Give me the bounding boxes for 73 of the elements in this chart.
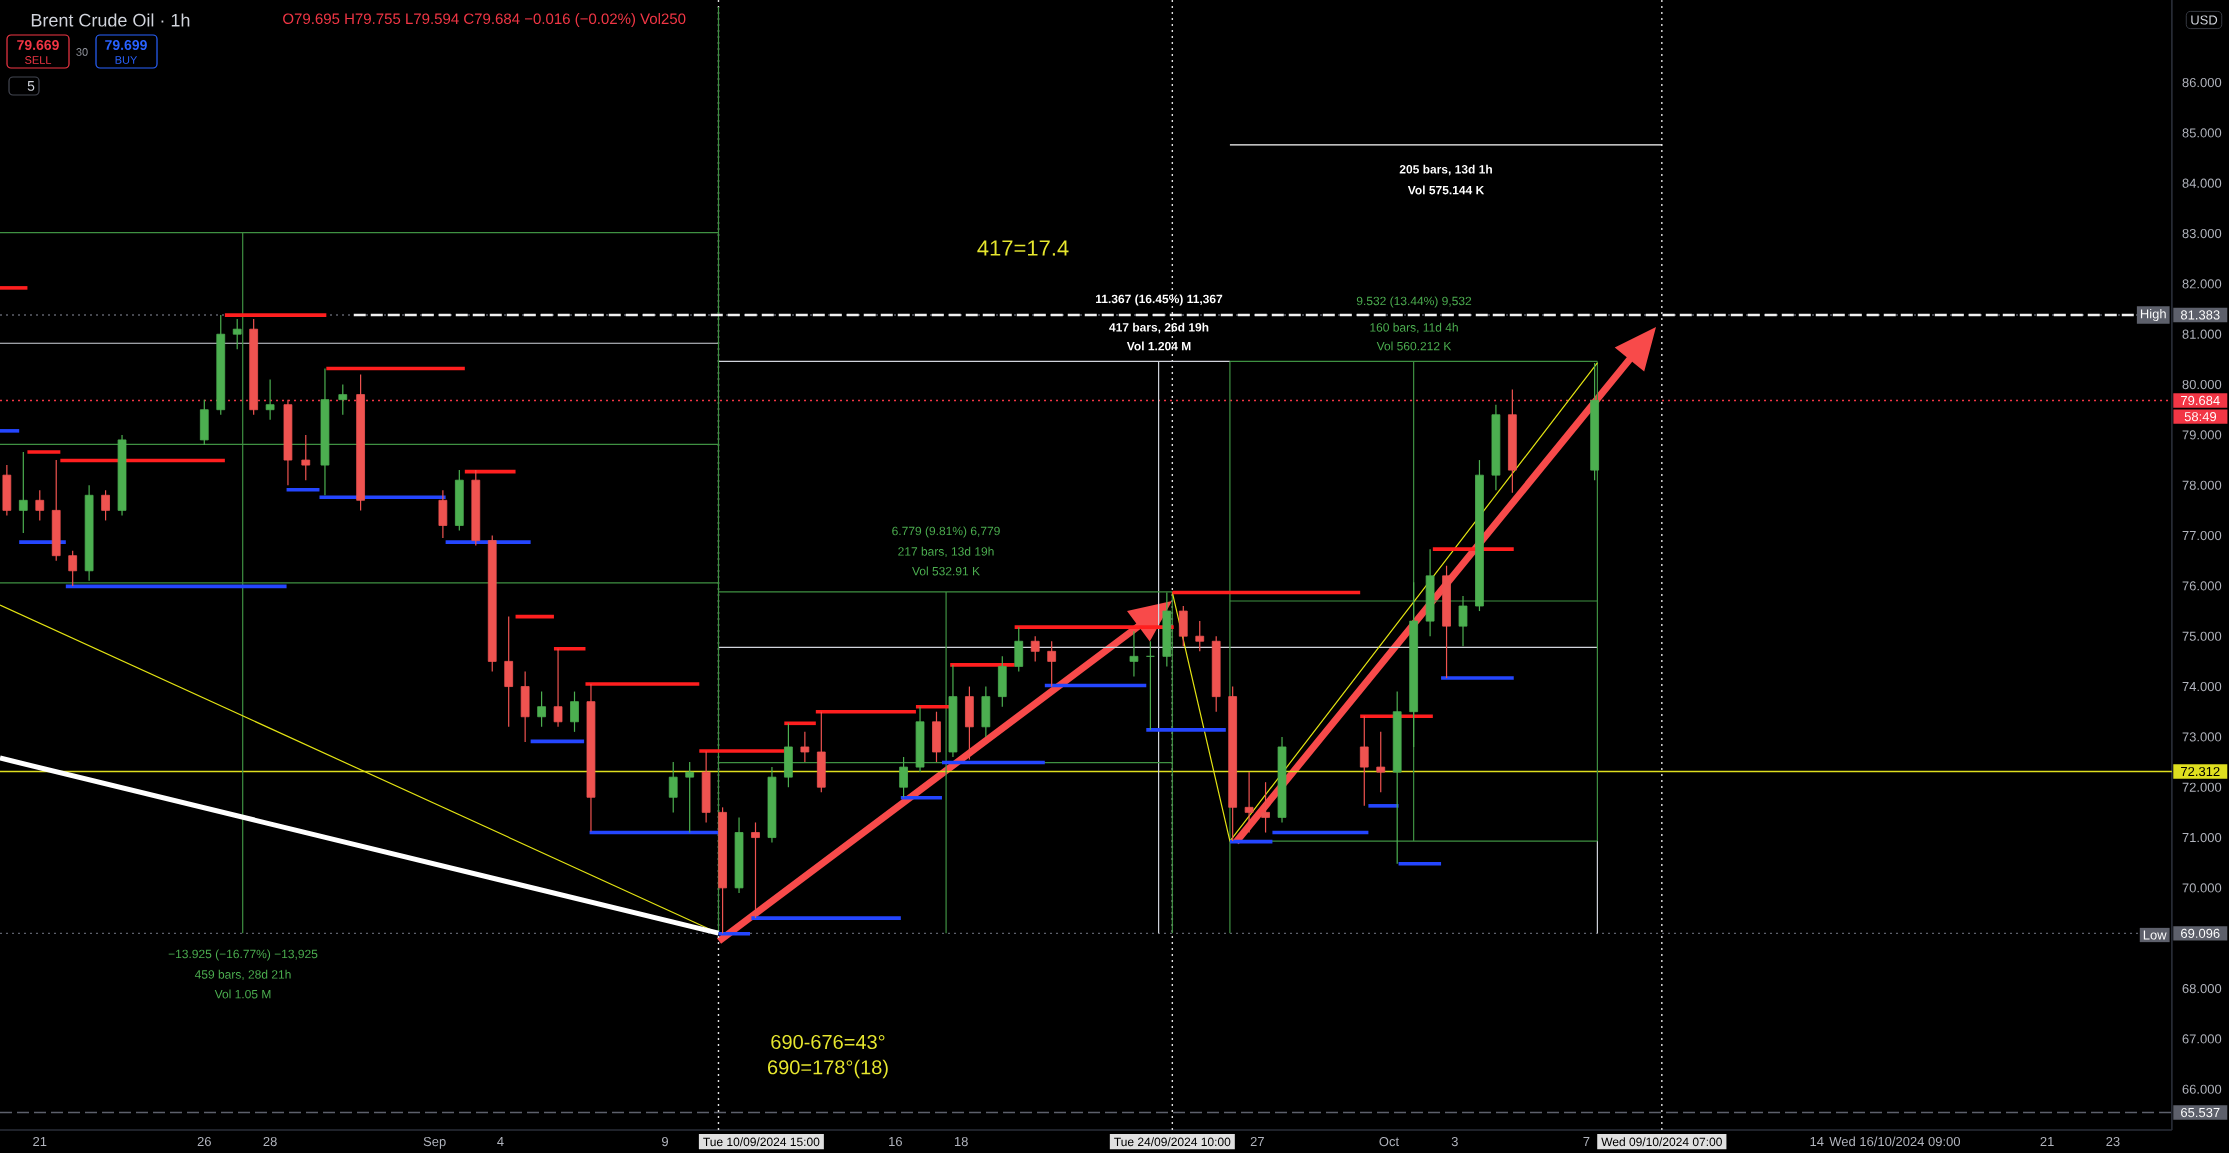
x-tick-label: 28 bbox=[263, 1136, 277, 1147]
y-tick-label: 80.000 bbox=[2182, 379, 2222, 390]
x-tick-label: 16 bbox=[889, 1136, 902, 1147]
y-tick-label: 74.000 bbox=[2182, 681, 2222, 692]
x-tick-label: Wed 16/10/2024 09:00 bbox=[1829, 1136, 1961, 1147]
x-tick-label: 18 bbox=[954, 1136, 968, 1147]
x-tick-label: 3 bbox=[1451, 1136, 1458, 1147]
x-tick-label: 27 bbox=[1250, 1136, 1264, 1146]
ref-line-label: 81.383 bbox=[2180, 310, 2220, 320]
annotation: 690-676=43° bbox=[771, 1034, 885, 1050]
annotation: 9.532 (13.44%) 9,532 bbox=[1356, 296, 1472, 308]
x-tick-label: 14 bbox=[1810, 1137, 1824, 1146]
x-tick-label: 9 bbox=[661, 1136, 669, 1147]
x-tick-label: 4 bbox=[497, 1137, 504, 1146]
y-tick-label: 67.000 bbox=[2182, 1034, 2222, 1044]
ref-line-label: Tue 10/09/2024 15:00 bbox=[703, 1137, 820, 1147]
y-axis-title: USD bbox=[2191, 15, 2218, 25]
annotation: 160 bars, 11d 4h bbox=[1370, 322, 1458, 334]
y-tick-label: 66.000 bbox=[2182, 1084, 2222, 1094]
y-tick-label: 70.000 bbox=[2182, 883, 2222, 893]
annotation: 6.779 (9.81%) 6,779 bbox=[892, 526, 1000, 538]
y-tick-label: 71.000 bbox=[2182, 832, 2222, 843]
annotation: Low bbox=[2143, 930, 2167, 940]
annotation: Vol 1.05 M bbox=[214, 989, 271, 999]
y-tick-label: 75.000 bbox=[2182, 631, 2222, 641]
x-tick-label: Oct bbox=[1379, 1136, 1399, 1147]
annotation: 459 bars, 28d 21h bbox=[194, 969, 291, 981]
y-tick-label: 85.000 bbox=[2182, 128, 2222, 138]
annotation: −13.925 (−16.77%) −13,925 bbox=[168, 949, 318, 961]
annotation: Vol 1.204 M bbox=[1126, 341, 1191, 351]
y-tick-label: 82.000 bbox=[2182, 279, 2222, 289]
annotation: Vol 532.91 K bbox=[912, 566, 980, 576]
annotation: 79.669 bbox=[17, 40, 59, 50]
y-tick-label: 79.000 bbox=[2182, 430, 2222, 440]
y-tick-label: 81.000 bbox=[2182, 329, 2222, 339]
y-tick-label: 77.000 bbox=[2182, 530, 2222, 541]
y-tick-label: 72.000 bbox=[2182, 782, 2222, 792]
annotation: 30 bbox=[76, 48, 88, 56]
annotation: 205 bars, 13d 1h bbox=[1399, 164, 1492, 176]
annotation: SELL bbox=[25, 56, 52, 64]
text: 58:49 bbox=[2184, 412, 2217, 422]
ref-line-label: 65.537 bbox=[2181, 1107, 2220, 1118]
ref-line-label: 79.684 bbox=[2181, 395, 2220, 406]
text: Brent Crude Oil · 1h bbox=[31, 13, 190, 27]
x-tick-label: Sep bbox=[423, 1136, 446, 1149]
annotation: 79.699 bbox=[105, 40, 147, 50]
ref-line-label: 72.312 bbox=[2181, 766, 2220, 777]
annotation: Vol 575.144 K bbox=[1407, 185, 1485, 195]
y-tick-label: 68.000 bbox=[2182, 983, 2222, 994]
ref-line-label: Wed 09/10/2024 07:00 bbox=[1601, 1137, 1722, 1147]
x-tick-label: 21 bbox=[33, 1136, 47, 1146]
annotation: 11.367 (16.45%) 11,367 bbox=[1096, 294, 1223, 306]
x-tick-label: 21 bbox=[2040, 1136, 2054, 1146]
y-tick-label: 73.000 bbox=[2182, 732, 2222, 742]
y-tick-label: 83.000 bbox=[2182, 228, 2222, 239]
y-tick-label: 78.000 bbox=[2182, 480, 2222, 490]
x-tick-label: 7 bbox=[1583, 1137, 1590, 1146]
annotation: 417 bars, 26d 19h bbox=[1109, 322, 1209, 334]
y-tick-label: 86.000 bbox=[2182, 77, 2222, 88]
annotation: High bbox=[2140, 308, 2166, 322]
annotation: Vol 560.212 K bbox=[1376, 341, 1452, 351]
ref-line-label: 69.096 bbox=[2181, 928, 2220, 938]
x-tick-label: 23 bbox=[2106, 1136, 2120, 1147]
y-tick-label: 84.000 bbox=[2182, 178, 2222, 188]
annotation: BUY bbox=[115, 56, 138, 64]
x-tick-label: 26 bbox=[197, 1136, 211, 1147]
y-tick-label: 76.000 bbox=[2182, 581, 2222, 591]
annotation: 217 bars, 13d 19h bbox=[898, 546, 994, 558]
text: O79.695 H79.755 L79.594 C79.684 −0.016 (−0.02%) Vol250 bbox=[283, 13, 686, 27]
annotation: 690=178°(18) bbox=[768, 1059, 888, 1079]
annotation: 5 bbox=[27, 81, 35, 91]
ref-line-label: Tue 24/09/2024 10:00 bbox=[1114, 1137, 1231, 1147]
annotation: 417=17.4 bbox=[977, 240, 1069, 256]
